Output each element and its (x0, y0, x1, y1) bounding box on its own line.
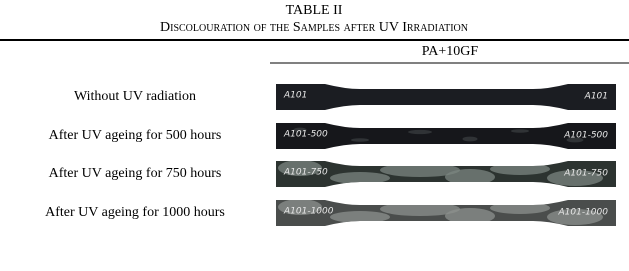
patch (330, 172, 390, 184)
row-label: After UV ageing for 750 hours (49, 166, 222, 181)
specimen (276, 84, 616, 110)
table-row: After UV ageing for 750 hours A101-750 A10… (49, 160, 616, 187)
table-caption: Discolouration of the Samples after UV I… (160, 20, 468, 35)
specimen-label: A101 (584, 92, 608, 102)
patch (511, 129, 529, 133)
table-title: TABLE II (286, 3, 343, 18)
specimen-label: A101-1000 (558, 208, 609, 218)
patch (490, 202, 550, 214)
specimen-label: A101-1000 (283, 207, 334, 217)
patch (408, 130, 432, 134)
rows: Without UV radiation A101 A101 After UV age… (45, 84, 616, 226)
patch (445, 208, 495, 224)
column-header: PA+10GF (422, 44, 479, 59)
specimen-label: A101 (283, 91, 307, 101)
row-label: Without UV radiation (74, 89, 196, 104)
patch (463, 137, 478, 142)
patch (351, 138, 369, 142)
page: TABLE II Discolouration of the Samples a… (0, 0, 629, 271)
table-row: After UV ageing for 1000 hours A101-1000 A… (45, 199, 616, 226)
patch (490, 163, 550, 175)
row-label: After UV ageing for 1000 hours (45, 205, 225, 220)
patch (330, 211, 390, 223)
table-row: After UV ageing for 500 hours A101-500 A10… (49, 123, 616, 149)
specimen-label: A101-500 (283, 130, 328, 140)
specimen-label: A101-500 (563, 131, 608, 141)
patch (445, 169, 495, 185)
specimen-label: A101-750 (283, 168, 328, 178)
table-row: Without UV radiation A101 A101 (74, 84, 616, 110)
row-label: After UV ageing for 500 hours (49, 128, 222, 143)
specimen-label: A101-750 (563, 169, 608, 179)
